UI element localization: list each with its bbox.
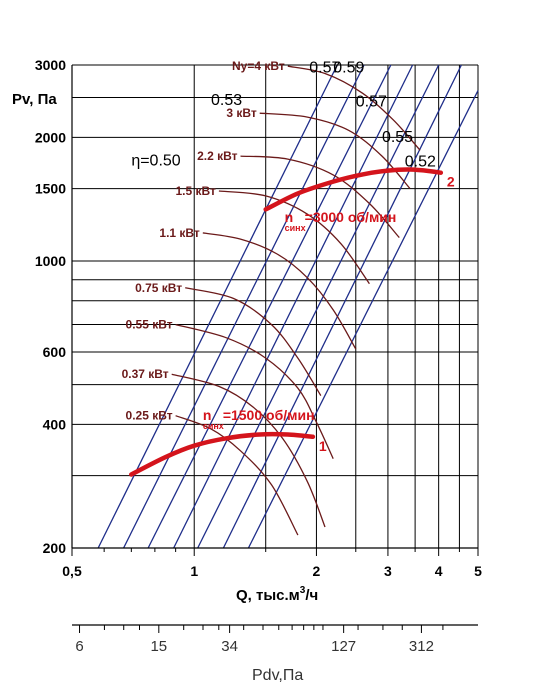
series-line	[129, 431, 316, 477]
speed-label-sub: синх	[203, 421, 224, 431]
y-tick-label: 1000	[35, 253, 66, 269]
efficiency-line	[197, 64, 440, 549]
speed-label-value: =3000 об/мин	[305, 209, 397, 225]
power-label: 0.75 кВт	[135, 281, 182, 295]
y-tick-label: 1500	[35, 181, 66, 197]
x-tick-label: 4	[435, 563, 443, 579]
grid-layer	[71, 64, 479, 549]
efficiency-label: 0.59	[333, 59, 364, 76]
x-tick-label: 3	[384, 563, 392, 579]
pdv-tick-label: 312	[409, 638, 434, 655]
series-layer	[129, 167, 444, 477]
power-label: 0.55 кВт	[126, 318, 173, 332]
x-tick-label: 0,5	[62, 563, 82, 579]
power-curve	[240, 155, 400, 239]
series-end-label: 2	[447, 174, 455, 190]
axis-layer	[71, 65, 479, 633]
power-curve	[287, 65, 421, 151]
power-curve	[171, 373, 326, 528]
efficiency-label: 0.55	[382, 129, 413, 146]
power-label: 1.5 кВт	[175, 184, 216, 198]
series-end-label: 1	[319, 438, 327, 454]
power-label: 0.37 кВт	[122, 367, 169, 381]
efficiency-lines-layer	[97, 64, 479, 549]
x-tick-label: 1	[190, 563, 198, 579]
efficiency-line	[173, 64, 414, 549]
efficiency-line	[97, 64, 338, 549]
speed-label-value: =1500 об/мин	[223, 407, 315, 423]
efficiency-line	[147, 64, 392, 549]
x-tick-label: 5	[474, 563, 482, 579]
efficiency-label: 0.57	[309, 59, 340, 76]
efficiency-label: 0.52	[405, 153, 436, 170]
x-tick-label: 2	[313, 563, 321, 579]
pdv-tick-label: 127	[331, 638, 356, 655]
power-curve	[185, 287, 322, 396]
pdv-tick-label: 34	[221, 638, 238, 655]
efficiency-label: η=0.50	[131, 152, 180, 169]
efficiency-line	[222, 64, 462, 549]
x-axis-title-main: Q, тыс.м	[236, 587, 300, 604]
x-axis-title-superscript: 3	[300, 585, 306, 596]
power-label: 1.1 кВт	[159, 226, 200, 240]
y-tick-label: 600	[43, 344, 67, 360]
y-tick-label: 400	[43, 416, 67, 432]
power-curves-layer	[171, 65, 421, 536]
efficiency-line	[247, 90, 479, 549]
power-curve	[218, 190, 370, 285]
power-label: 0.25 кВт	[126, 409, 173, 423]
y-tick-label: 3000	[35, 57, 66, 73]
power-label: 3 кВт	[226, 106, 257, 120]
x-axis-title-suffix: /ч	[305, 587, 318, 604]
efficiency-label: 0.57	[356, 93, 387, 110]
y-axis-title: Pv, Па	[12, 91, 57, 108]
power-curve	[175, 323, 334, 459]
efficiency-line	[123, 64, 365, 549]
power-curve	[259, 112, 411, 190]
pdv-axis-title: Pdv,Па	[252, 667, 303, 684]
power-label: 2.2 кВт	[197, 149, 238, 163]
x-axis-title: Q, тыс.м3/ч	[236, 585, 318, 604]
efficiency-label: 0.53	[211, 92, 242, 109]
power-label: Ny=4 кВт	[232, 59, 285, 73]
power-curve	[175, 415, 299, 536]
speed-label-sub: синх	[285, 223, 306, 233]
speed-label-n: n	[285, 209, 294, 225]
power-curve	[202, 232, 357, 350]
y-tick-label: 200	[43, 540, 67, 556]
speed-label-n: n	[203, 407, 212, 423]
y-tick-label: 2000	[35, 129, 66, 145]
pdv-tick-label: 6	[75, 638, 83, 655]
series-line	[263, 167, 444, 212]
pdv-tick-label: 15	[150, 638, 167, 655]
